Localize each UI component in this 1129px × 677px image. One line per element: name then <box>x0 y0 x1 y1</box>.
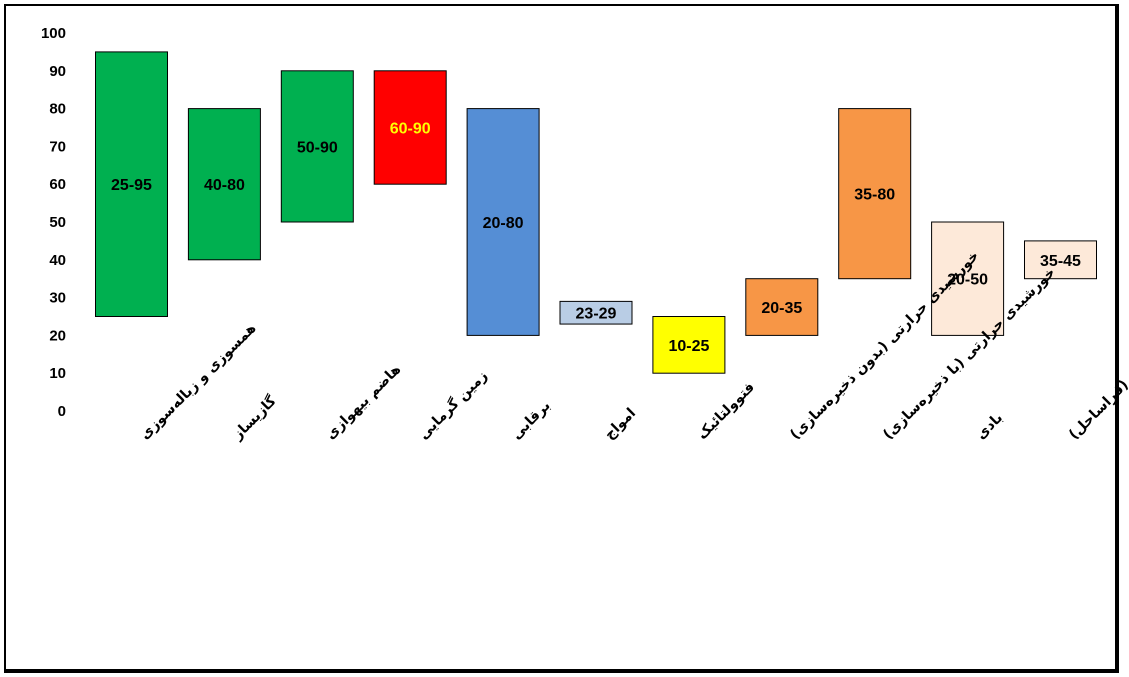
category-label: هاضم بیهوازی <box>323 361 404 442</box>
bar-value-label: 25-95 <box>111 177 152 194</box>
y-tick-label: 0 <box>58 403 66 420</box>
y-tick-label: 20 <box>49 327 66 344</box>
y-tick-label: 60 <box>49 176 66 193</box>
bar-value-label: 40-80 <box>204 177 245 194</box>
y-tick-label: 100 <box>41 25 66 42</box>
bar-value-label: 10-25 <box>668 338 709 355</box>
category-label: فتوولتائیک <box>694 379 758 443</box>
y-tick-label: 90 <box>49 63 66 80</box>
y-tick-label: 50 <box>49 214 66 231</box>
category-label: گازیساز <box>229 392 281 444</box>
range-bar <box>931 221 1005 336</box>
y-tick-label: 40 <box>49 252 66 269</box>
range-bar <box>652 316 726 374</box>
range-bar <box>373 70 447 185</box>
bar-value-label: 50-90 <box>297 139 338 156</box>
range-bar <box>745 278 819 336</box>
bar-value-label: 20-35 <box>761 300 802 317</box>
bar-value-label: 23-29 <box>576 306 617 323</box>
y-tick-label: 10 <box>49 365 66 382</box>
bar-value-label: 35-45 <box>1040 253 1081 270</box>
y-tick-label: 80 <box>49 101 66 118</box>
bars <box>95 51 1097 374</box>
category-label: بادی (فراساحل) <box>1066 352 1129 443</box>
range-bar <box>838 108 912 280</box>
bar-value-label: 60-90 <box>390 121 431 138</box>
y-axis: 0 10 20 30 40 50 60 70 80 90 100 <box>41 25 66 420</box>
range-bar <box>95 51 168 318</box>
category-label: زمین گرمایی <box>415 367 491 443</box>
range-bar <box>559 300 633 325</box>
bar-value-label: 35-80 <box>854 187 895 204</box>
category-label: امواج <box>602 405 640 443</box>
category-label: بادی <box>973 410 1006 443</box>
bar-labels: 25-95 40-80 50-90 60-90 20-80 23-29 10-25 20-35… <box>111 121 1081 355</box>
y-tick-label: 70 <box>49 138 66 155</box>
category-label: برقابی <box>509 398 554 443</box>
range-bar <box>466 108 540 336</box>
range-bar <box>1024 240 1097 280</box>
range-bar <box>187 108 261 261</box>
bar-value-label: 20-50 <box>947 272 988 289</box>
range-bar <box>280 70 354 223</box>
y-tick-label: 30 <box>49 290 66 307</box>
bar-value-label: 20-80 <box>483 215 524 232</box>
